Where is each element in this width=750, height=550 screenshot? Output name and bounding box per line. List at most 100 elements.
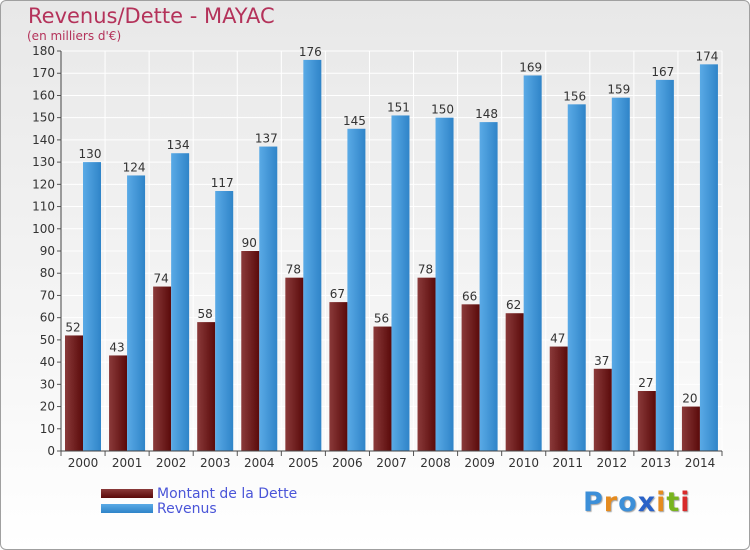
- bar-revenus-2013: [655, 79, 674, 451]
- data-label-dette-2010: 62: [506, 298, 521, 312]
- data-label-revenus-2003: 117: [211, 176, 234, 190]
- y-tick-label: 180: [32, 44, 55, 58]
- legend-swatch-dette: [101, 489, 153, 498]
- bar-dette-2014: [681, 406, 700, 451]
- bar-revenus-2004: [259, 146, 278, 452]
- data-label-revenus-2004: 137: [255, 132, 278, 146]
- data-label-dette-2011: 47: [550, 332, 565, 346]
- data-label-dette-2009: 66: [462, 289, 477, 303]
- legend-label-revenus: Revenus: [157, 500, 217, 517]
- x-tick-label-2011: 2011: [552, 456, 583, 470]
- y-tick-label: 0: [47, 444, 55, 458]
- bar-dette-2011: [549, 346, 568, 451]
- data-label-dette-2004: 90: [242, 236, 257, 250]
- data-label-dette-2007: 56: [374, 312, 389, 326]
- bar-revenus-2002: [171, 153, 190, 451]
- data-label-revenus-2014: 174: [695, 49, 718, 63]
- data-label-dette-2013: 27: [638, 376, 653, 390]
- bar-revenus-2010: [523, 75, 542, 451]
- bar-dette-2004: [241, 251, 260, 451]
- data-label-dette-2002: 74: [153, 272, 168, 286]
- proxiti-logo: Proxiti: [583, 487, 691, 518]
- y-tick-label: 150: [32, 111, 55, 125]
- logo-letter: i: [680, 487, 691, 518]
- y-tick-label: 30: [40, 377, 55, 391]
- bar-dette-2001: [109, 355, 128, 451]
- legend-item-dette: Montant de la Dette: [101, 485, 298, 502]
- x-tick-label-2010: 2010: [508, 456, 539, 470]
- data-label-dette-2005: 78: [286, 263, 301, 277]
- bar-dette-2008: [417, 277, 436, 451]
- bar-dette-2002: [153, 286, 172, 451]
- data-label-dette-2012: 37: [594, 354, 609, 368]
- data-label-revenus-2010: 169: [519, 60, 542, 74]
- x-tick-label-2009: 2009: [464, 456, 495, 470]
- y-tick-label: 60: [40, 311, 55, 325]
- x-tick-label-2003: 2003: [200, 456, 231, 470]
- bar-revenus-2008: [435, 117, 454, 452]
- data-label-revenus-2012: 159: [607, 83, 630, 97]
- y-tick-label: 80: [40, 266, 55, 280]
- legend-item-revenus: Revenus: [101, 500, 297, 517]
- x-tick-label-2005: 2005: [288, 456, 319, 470]
- data-label-revenus-2013: 167: [651, 65, 674, 79]
- bar-dette-2013: [637, 391, 656, 451]
- bar-dette-2010: [505, 313, 524, 451]
- bar-revenus-2007: [391, 115, 410, 451]
- logo-letter: o: [618, 487, 638, 518]
- x-tick-label-2001: 2001: [112, 456, 143, 470]
- logo-letter: t: [666, 487, 681, 518]
- data-label-dette-2014: 20: [682, 392, 697, 406]
- x-tick-label-2012: 2012: [597, 456, 628, 470]
- data-label-revenus-2011: 156: [563, 89, 586, 103]
- data-label-revenus-2006: 145: [343, 114, 366, 128]
- logo-letter: x: [637, 487, 657, 518]
- logo-letter: i: [656, 487, 667, 518]
- y-tick-label: 160: [32, 88, 55, 102]
- bar-revenus-2003: [215, 191, 234, 451]
- bar-revenus-2011: [567, 104, 586, 451]
- data-label-dette-2000: 52: [65, 320, 80, 334]
- bar-revenus-2000: [83, 162, 101, 451]
- bar-revenus-2006: [347, 128, 366, 451]
- legend-label-dette: Montant de la Dette: [157, 485, 298, 502]
- bar-dette-2009: [461, 304, 480, 451]
- x-tick-label-2004: 2004: [244, 456, 275, 470]
- x-tick-label-2013: 2013: [641, 456, 672, 470]
- bar-revenus-2014: [699, 64, 718, 452]
- legend-swatch-revenus: [101, 504, 153, 513]
- bar-dette-2000: [65, 335, 83, 451]
- y-tick-label: 120: [32, 177, 55, 191]
- data-label-revenus-2005: 176: [299, 45, 322, 59]
- x-tick-label-2006: 2006: [332, 456, 363, 470]
- data-label-revenus-2000: 130: [79, 147, 102, 161]
- bar-dette-2003: [197, 322, 216, 451]
- y-tick-label: 100: [32, 222, 55, 236]
- chart-subtitle: (en milliers d'€): [27, 29, 122, 43]
- y-tick-label: 10: [40, 422, 55, 436]
- data-label-dette-2003: 58: [198, 307, 213, 321]
- data-label-dette-2008: 78: [418, 263, 433, 277]
- bar-dette-2005: [285, 277, 304, 451]
- y-tick-label: 90: [40, 244, 55, 258]
- y-tick-label: 170: [32, 66, 55, 80]
- bar-dette-2006: [329, 302, 348, 451]
- x-tick-label-2000: 2000: [68, 456, 99, 470]
- y-tick-label: 50: [40, 333, 55, 347]
- y-tick-label: 110: [32, 200, 55, 214]
- bar-revenus-2005: [303, 59, 322, 452]
- bar-dette-2007: [373, 326, 392, 451]
- x-tick-label-2002: 2002: [156, 456, 187, 470]
- bar-revenus-2001: [127, 175, 146, 451]
- y-tick-label: 130: [32, 155, 55, 169]
- logo-letter: r: [603, 487, 619, 518]
- y-tick-label: 20: [40, 400, 55, 414]
- data-label-revenus-2001: 124: [123, 160, 146, 174]
- data-label-dette-2001: 43: [109, 340, 124, 354]
- data-label-revenus-2007: 151: [387, 100, 410, 114]
- y-tick-label: 40: [40, 355, 55, 369]
- data-label-revenus-2009: 148: [475, 107, 498, 121]
- legend: Montant de la Dette Revenus: [101, 485, 298, 517]
